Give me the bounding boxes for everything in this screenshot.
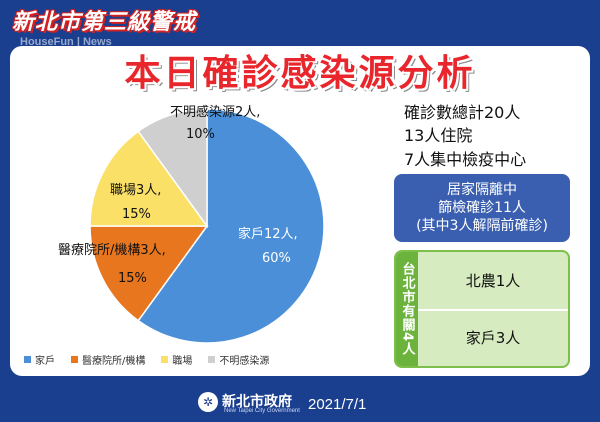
legend-label: 職場 — [172, 356, 193, 367]
stat-total: 確診數總計20人 — [404, 103, 521, 122]
home-isolation-line2: 篩檢確診11人 — [438, 200, 526, 216]
stat-quarantine: 7人集中檢疫中心 — [404, 150, 527, 169]
pie-slice-unknown — [137, 108, 208, 229]
pie-label-household: 家戶12人, — [238, 226, 298, 242]
pie-slice-household — [137, 108, 325, 344]
pie-percent-unknown: 10% — [186, 127, 215, 142]
chart-legend: 家戶 醫療院所/機構 職場 不明感染源 — [24, 352, 269, 367]
home-isolation-line3: (其中3人解隔前確診) — [416, 218, 548, 234]
taipei-row-beinong: 北農1人 — [418, 252, 568, 311]
legend-swatch — [71, 356, 78, 363]
legend-swatch — [24, 356, 31, 363]
pie-percent-household: 60% — [262, 251, 291, 266]
page-title: 本日確診感染源分析 — [124, 53, 476, 94]
legend-item-unknown: 不明感染源 — [208, 352, 269, 367]
taipei-box: 台北市有關4人 北農1人 家戶3人 — [394, 250, 570, 368]
pie-slice-workplace — [89, 130, 209, 227]
home-isolation-box: 居家隔離中 篩檢確診11人 (其中3人解隔前確診) — [394, 174, 570, 242]
pie-percent-medical: 15% — [118, 271, 147, 286]
stat-hospital: 13人住院 — [404, 126, 473, 145]
legend-swatch — [161, 356, 169, 363]
taipei-side-text: 台北市有關4人 — [399, 261, 415, 357]
alert-level-title: 新北市第三級警戒 — [12, 10, 197, 35]
taipei-row-household: 家戶3人 — [465, 329, 521, 347]
legend-label: 醫療院所/機構 — [82, 356, 146, 367]
watermark: HouseFun | News — [20, 36, 112, 48]
organization-name: 新北市政府 — [222, 394, 292, 410]
legend-swatch — [208, 356, 216, 363]
pie-label-unknown: 不明感染源2人, — [170, 104, 260, 120]
legend-item-medical: 醫療院所/機構 — [71, 352, 145, 367]
legend-label: 不明感染源 — [219, 356, 270, 367]
city-government-logo-icon: ✲ — [198, 392, 218, 412]
home-isolation-line1: 居家隔離中 — [447, 182, 517, 198]
pie-slice-medical — [89, 225, 209, 322]
organization-name-english: New Taipei City Government — [224, 408, 300, 414]
legend-item-household: 家戶 — [24, 352, 55, 367]
pie-label-workplace: 職場3人, — [110, 183, 161, 198]
taipei-side-label: 台北市有關4人 — [396, 252, 418, 366]
pie-label-medical: 醫療院所/機構3人, — [58, 243, 166, 258]
pie-percent-workplace: 15% — [122, 207, 151, 222]
legend-item-workplace: 職場 — [161, 352, 192, 367]
report-date: 2021/7/1 — [308, 396, 367, 413]
legend-label: 家戶 — [35, 356, 55, 367]
